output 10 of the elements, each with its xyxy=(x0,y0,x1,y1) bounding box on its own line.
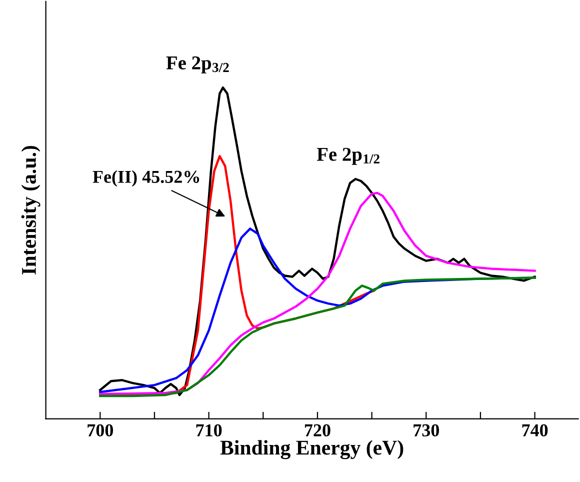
annotation: Fe 2p$_{1/2}$ xyxy=(316,148,380,165)
annotation: Fe(II) 45.52% xyxy=(92,170,200,187)
x-tick-label: 720 xyxy=(304,424,330,436)
x-tick-label: 700 xyxy=(88,424,114,436)
x-tick-label: 730 xyxy=(414,424,439,436)
x-axis-title: Binding Energy (eV) xyxy=(220,440,404,460)
x-tick-label: 710 xyxy=(196,424,222,436)
annotation: Fe 2p$_{3/2}$ xyxy=(166,56,229,74)
y-axis-title: Intensity (a.u.) xyxy=(21,146,40,275)
x-tick-label: 740 xyxy=(522,424,548,436)
